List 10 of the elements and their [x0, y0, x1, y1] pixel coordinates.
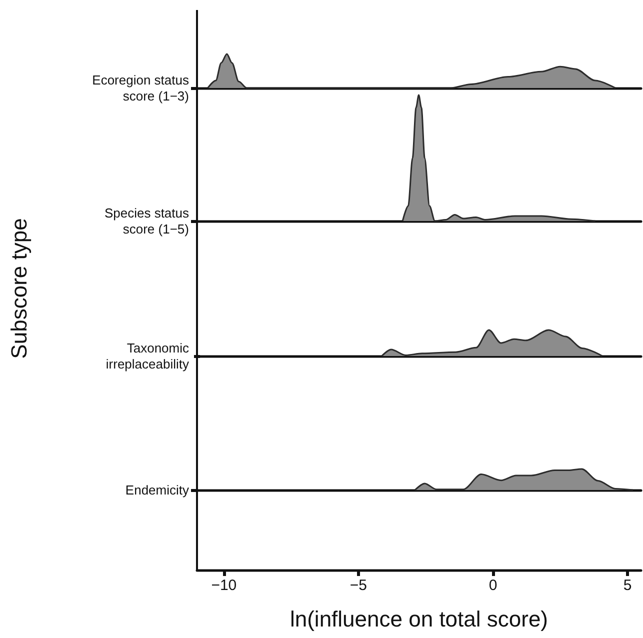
- series-label: Ecoregion status score (1−3): [92, 72, 190, 104]
- x-tick-label: −5: [350, 577, 368, 594]
- x-tick-label: 0: [488, 577, 498, 594]
- text: Endemicity: [125, 482, 190, 498]
- x-tick-label: −10: [211, 577, 237, 594]
- y-axis-title: Subscore type: [6, 218, 32, 359]
- text: Species status score (1−5): [104, 206, 190, 236]
- x-axis-title: ln(influence on total score): [290, 606, 548, 632]
- x-tick-label: 5: [623, 577, 632, 594]
- text: Taxonomic irreplaceability: [106, 340, 190, 372]
